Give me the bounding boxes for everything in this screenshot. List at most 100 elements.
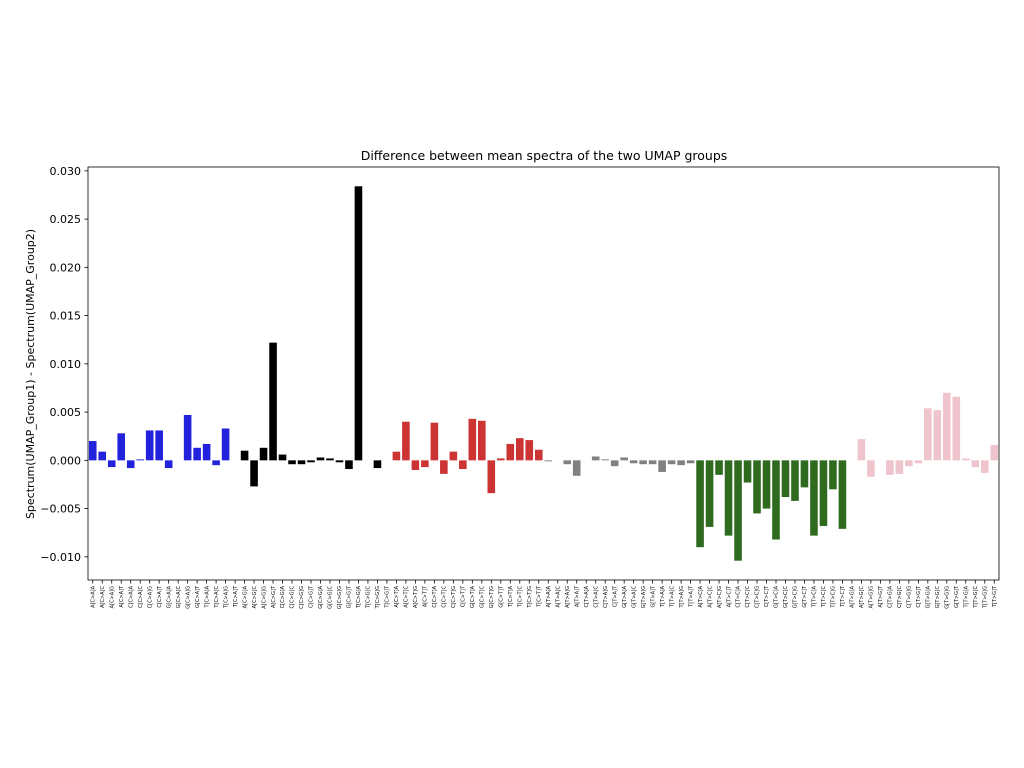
x-tick-label: G[T>A]A (622, 585, 628, 607)
bar-T[T>G]T (990, 444, 999, 461)
x-tick-label: T[T>C]G (831, 586, 837, 609)
y-axis-label: Spectrum(UMAP_Group1) - Spectrum(UMAP_Gr… (24, 229, 37, 519)
x-tick-label: A[T>C]C (707, 586, 713, 608)
x-tick-label: G[C>G]T (347, 585, 353, 608)
bar-T[T>A]G (677, 460, 685, 466)
bar-C[C>T]T (459, 460, 467, 470)
bars-group (88, 186, 999, 561)
x-tick-label: T[T>A]C (669, 586, 675, 609)
x-tick-label: T[C>A]A (204, 585, 210, 608)
x-tick-label: T[T>G]A (963, 585, 969, 608)
x-tick-label: G[T>A]G (641, 586, 647, 608)
bar-C[T>C]A (734, 460, 742, 561)
bar-C[C>T]C (440, 460, 448, 474)
bar-T[C>A]C (212, 460, 220, 466)
x-tick-label: G[T>A]T (650, 585, 656, 607)
plot-frame (87, 166, 1000, 581)
bar-T[C>G]G (373, 460, 382, 469)
x-tick-label: A[C>G]T (271, 585, 277, 608)
bar-G[C>A]G (183, 414, 192, 461)
x-tick-label: A[T>G]G (869, 586, 875, 608)
x-tick-label: G[C>A]A (166, 585, 172, 608)
bar-C[C>A]G (145, 430, 154, 461)
bar-A[T>C]G (715, 460, 723, 475)
x-tick-label: A[T>C]T (726, 585, 732, 607)
x-tick-label: T[T>G]C (973, 586, 979, 609)
bar-G[T>A]A (620, 457, 628, 461)
x-tick-label: G[C>T]A (470, 585, 476, 608)
bar-G[C>T]T (497, 458, 505, 461)
bar-A[T>A]G (563, 460, 572, 465)
bar-G[T>C]G (791, 460, 799, 501)
bar-G[C>T]C (478, 420, 486, 461)
x-tick-label: G[C>A]G (185, 586, 191, 609)
bar-C[C>T]G (449, 451, 458, 461)
x-tick-label: C[T>C]C (745, 585, 751, 607)
y-axis: −0.010 −0.005 0.000 0.005 0.010 0.015 0.020 0.0… (40, 165, 88, 564)
y-tick-label: 0.005 (50, 406, 82, 419)
x-tick-label: A[T>G]T (878, 585, 884, 607)
bar-A[C>G]C (250, 460, 258, 487)
bar-C[T>A]C (591, 456, 600, 461)
y-tick-label: 0.025 (50, 213, 82, 226)
bar-G[T>G]G (943, 392, 951, 461)
y-tick-label: 0.030 (50, 165, 82, 178)
x-tick-label: G[C>T]C (480, 586, 486, 609)
bar-C[T>G]A (886, 460, 894, 475)
bar-G[C>G]T (345, 460, 353, 470)
bar-C[C>G]C (288, 460, 296, 465)
bar-A[C>A]A (88, 441, 97, 461)
x-tick-label: C[T>C]G (755, 586, 761, 608)
bar-C[T>G]C (895, 460, 904, 474)
bar-G[C>G]A (316, 457, 325, 461)
bar-C[C>G]T (307, 460, 315, 463)
x-tick-label: C[C>A]T (157, 585, 163, 607)
bar-C[T>A]T (610, 460, 619, 467)
x-tick-label: C[C>T]T (461, 585, 467, 607)
bar-T[T>C]A (810, 460, 818, 536)
chart-title: Difference between mean spectra of the t… (361, 148, 728, 163)
bar-T[T>G]C (971, 460, 980, 468)
bar-T[T>C]T (838, 460, 847, 529)
bar-A[C>T]A (392, 451, 401, 461)
x-tick-label: A[C>T]G (413, 586, 419, 608)
bar-G[T>A]C (629, 460, 638, 464)
x-tick-label: T[C>A]C (214, 586, 220, 609)
bar-A[T>G]G (867, 460, 875, 477)
x-tick-label: C[T>C]A (736, 585, 742, 607)
x-tick-label: C[C>G]C (290, 586, 296, 609)
x-tick-label: T[C>A]T (233, 585, 239, 608)
x-tick-label: G[T>G]G (945, 586, 951, 609)
bar-T[T>G]A (961, 458, 970, 461)
bar-A[T>C]C (705, 460, 714, 527)
y-tick-label: 0.010 (50, 358, 82, 371)
bar-T[C>A]G (221, 428, 230, 461)
x-tick-label: T[T>C]T (840, 585, 846, 608)
x-tick-label: C[C>T]G (451, 586, 457, 608)
x-tick-label: A[C>T]T (423, 585, 429, 607)
bar-G[T>G]C (933, 410, 942, 461)
bar-G[T>G]A (924, 408, 932, 461)
x-tick-label: C[T>G]C (897, 586, 903, 609)
bar-A[C>A]T (117, 433, 126, 461)
bar-T[C>A]A (202, 443, 211, 461)
bar-G[C>G]C (326, 458, 334, 461)
x-tick-label: T[C>G]G (375, 586, 381, 610)
x-tick-label: A[T>G]C (859, 585, 865, 607)
bar-C[C>A]A (126, 460, 135, 469)
x-tick-label: C[C>A]A (128, 585, 134, 607)
x-tick-label: A[C>G]C (252, 585, 258, 608)
bar-A[C>G]A (240, 450, 249, 461)
bar-G[T>C]A (772, 460, 780, 540)
x-tick-label: T[C>T]T (536, 585, 542, 608)
x-tick-label: T[C>T]G (527, 586, 533, 609)
x-axis: A[C>A]A A[C>A]C A[C>A]G A[C>A]T C[C>A]A C[C>A… (90, 580, 998, 609)
x-tick-label: C[T>G]G (907, 586, 913, 609)
bar-T[C>G]A (354, 186, 363, 461)
y-tick-label: 0.020 (50, 261, 82, 274)
x-tick-label: A[T>C]A (698, 585, 704, 607)
bar-G[T>C]C (781, 460, 790, 498)
x-tick-label: G[T>G]A (926, 585, 932, 608)
x-tick-label: A[C>T]C (404, 586, 410, 608)
